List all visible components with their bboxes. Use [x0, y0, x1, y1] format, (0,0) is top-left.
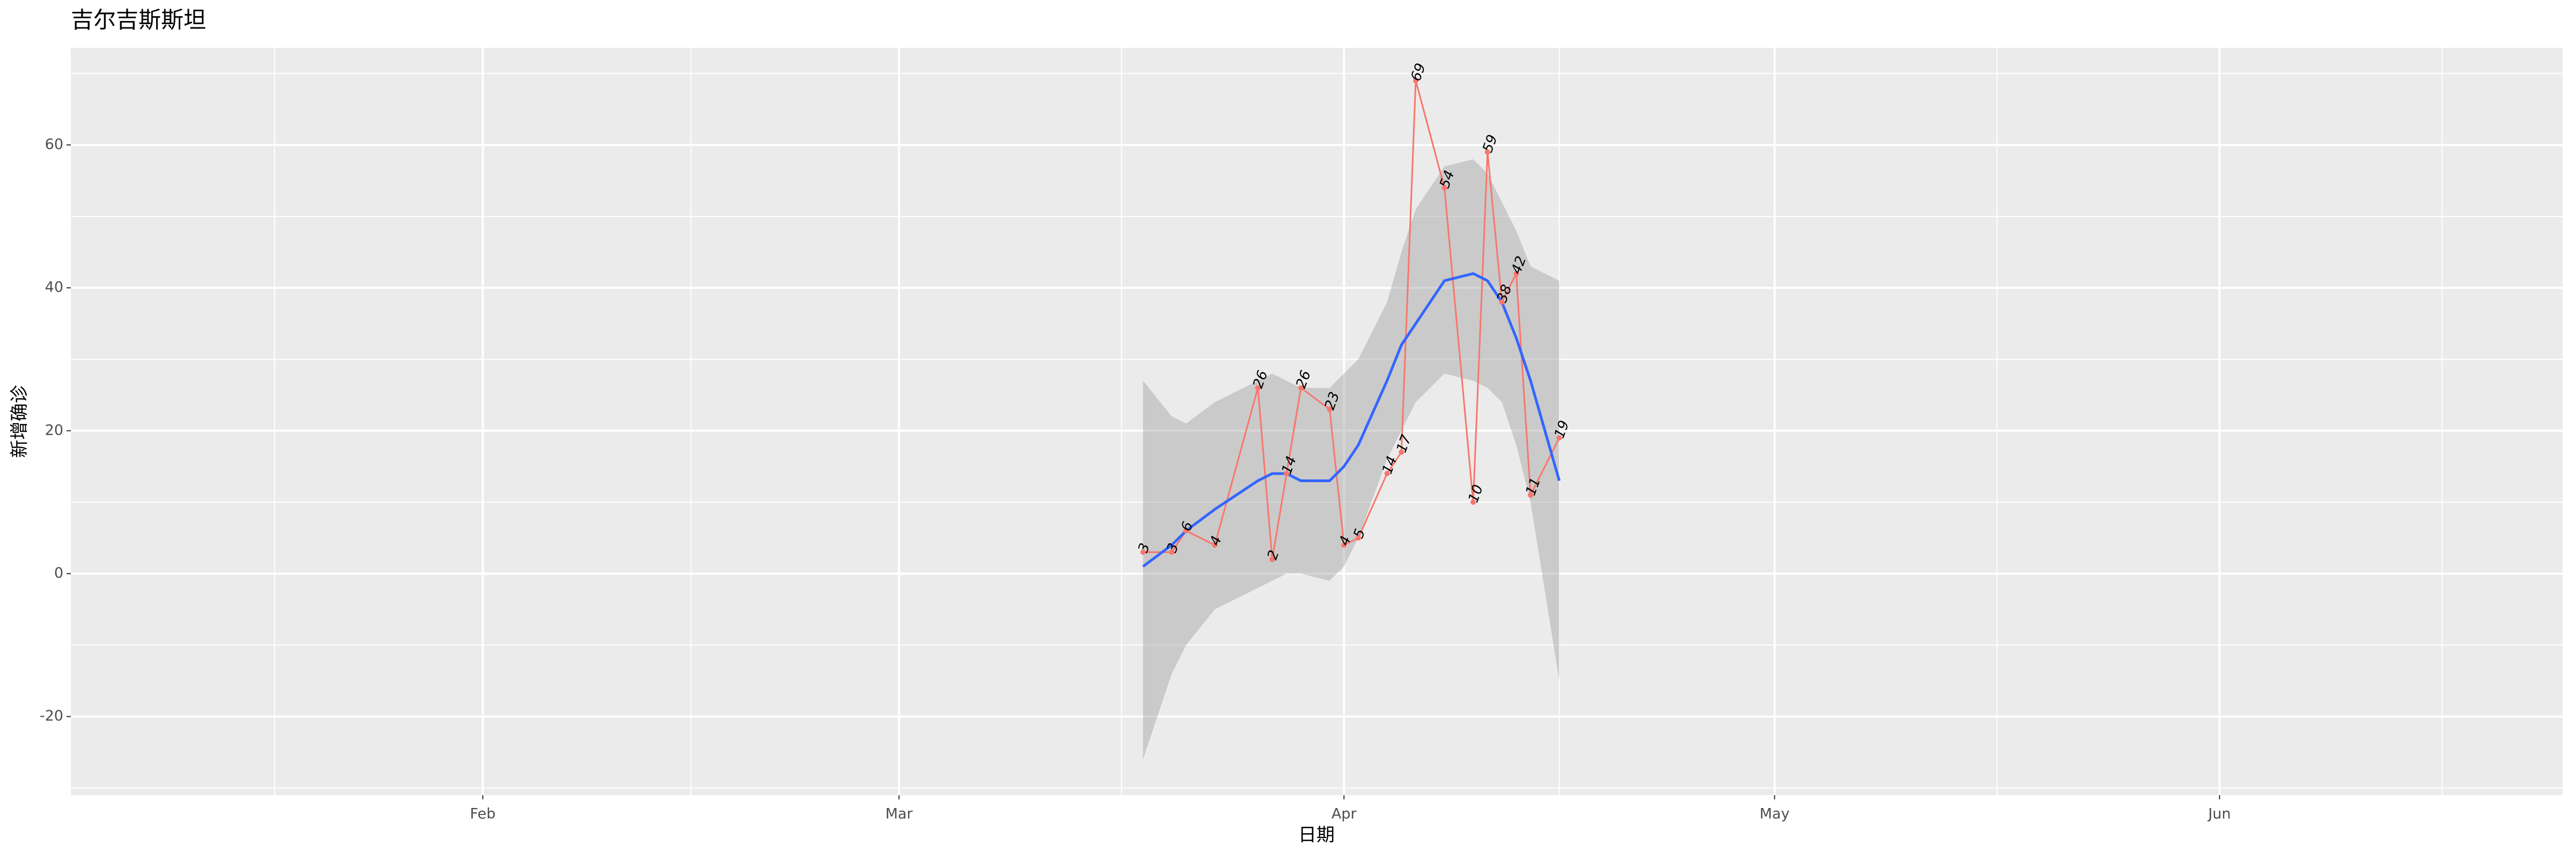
x-tick-label: Jun [2207, 806, 2231, 822]
panel [71, 48, 2563, 795]
x-tick-label: Mar [885, 806, 913, 822]
x-tick-label: May [1760, 806, 1790, 822]
point [1212, 542, 1218, 548]
x-tick-label: Feb [470, 806, 496, 822]
point [1169, 549, 1175, 555]
point [1327, 406, 1333, 412]
point [1341, 542, 1347, 548]
point [1384, 471, 1390, 477]
point [1399, 449, 1404, 455]
point [1470, 499, 1476, 505]
point [1269, 556, 1275, 562]
point [1356, 535, 1362, 541]
y-tick-label: -20 [40, 708, 63, 724]
x-tick-label: Apr [1331, 806, 1357, 822]
y-tick-label: 40 [45, 279, 63, 296]
chart-title: 吉尔吉斯斯坦 [71, 7, 206, 33]
point [1298, 385, 1304, 391]
point [1484, 149, 1490, 155]
point [1140, 549, 1146, 555]
y-tick-label: 60 [45, 136, 63, 152]
point [1556, 435, 1562, 441]
point [1413, 78, 1419, 84]
point [1284, 471, 1290, 477]
y-axis-title: 新增确诊 [9, 385, 31, 458]
y-tick-label: 0 [54, 565, 63, 581]
point [1441, 185, 1447, 191]
point [1499, 299, 1505, 305]
smooth-line [1142, 272, 1561, 568]
point [1528, 492, 1534, 498]
point [1513, 271, 1519, 276]
point [1255, 385, 1261, 391]
y-tick-label: 20 [45, 422, 63, 439]
x-axis-title: 日期 [1298, 825, 1335, 846]
point [1183, 528, 1189, 534]
